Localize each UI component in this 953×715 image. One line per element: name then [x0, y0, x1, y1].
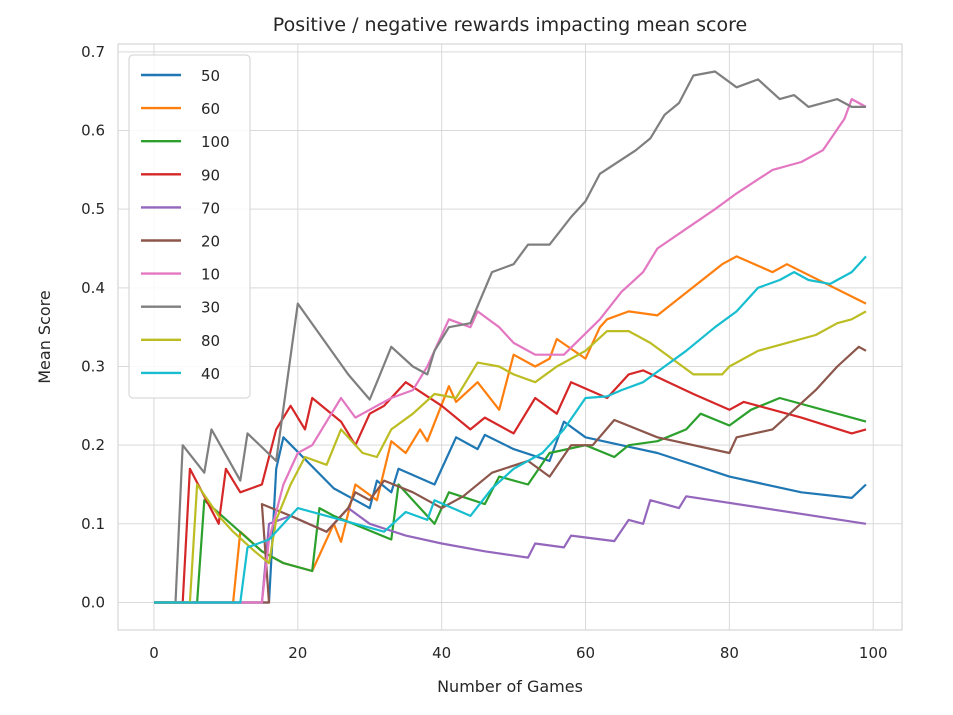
y-tick-label: 0.3	[81, 357, 105, 375]
series-group	[154, 70, 867, 604]
legend-label-80: 80	[201, 332, 220, 350]
series-line-60	[154, 255, 867, 604]
legend-box	[128, 54, 251, 399]
x-axis-ticks: 0 20 40 60 80 100	[149, 644, 887, 662]
legend-label-100: 100	[201, 133, 230, 151]
y-tick-label: 0.4	[81, 279, 105, 297]
x-axis-label: Number of Games	[437, 677, 583, 696]
legend-label-90: 90	[201, 166, 220, 184]
series-line-50	[154, 420, 867, 604]
y-tick-label: 0.1	[81, 515, 105, 533]
y-tick-label: 0.7	[81, 43, 105, 61]
series-line-20	[154, 345, 867, 604]
y-tick-label: 0.0	[81, 593, 105, 611]
legend-label-50: 50	[201, 67, 220, 85]
legend-label-60: 60	[201, 100, 220, 118]
x-tick-label: 40	[432, 644, 451, 662]
series-line-80	[154, 310, 867, 604]
y-tick-label: 0.2	[81, 436, 105, 454]
series-line-10	[154, 98, 867, 604]
y-axis-label: Mean Score	[35, 290, 54, 384]
legend-label-40: 40	[201, 365, 220, 383]
x-tick-label: 100	[859, 644, 888, 662]
y-tick-label: 0.6	[81, 122, 105, 140]
legend-label-30: 30	[201, 299, 220, 317]
legend-label-10: 10	[201, 266, 220, 284]
legend-label-20: 20	[201, 233, 220, 251]
series-line-90	[154, 369, 867, 604]
legend: 50 60 100 90 70 20 10 30 80 40	[128, 54, 251, 399]
y-axis-ticks: 0.0 0.1 0.2 0.3 0.4 0.5 0.6 0.7	[81, 43, 105, 612]
chart-title: Positive / negative rewards impacting me…	[273, 14, 747, 36]
series-line-40	[154, 255, 867, 604]
x-tick-label: 0	[149, 644, 159, 662]
legend-label-70: 70	[201, 199, 220, 217]
x-tick-label: 20	[288, 644, 307, 662]
x-tick-label: 80	[720, 644, 739, 662]
series-line-100	[154, 396, 867, 604]
series-line-30	[154, 70, 866, 604]
y-tick-label: 0.5	[81, 200, 105, 218]
x-tick-label: 60	[576, 644, 595, 662]
